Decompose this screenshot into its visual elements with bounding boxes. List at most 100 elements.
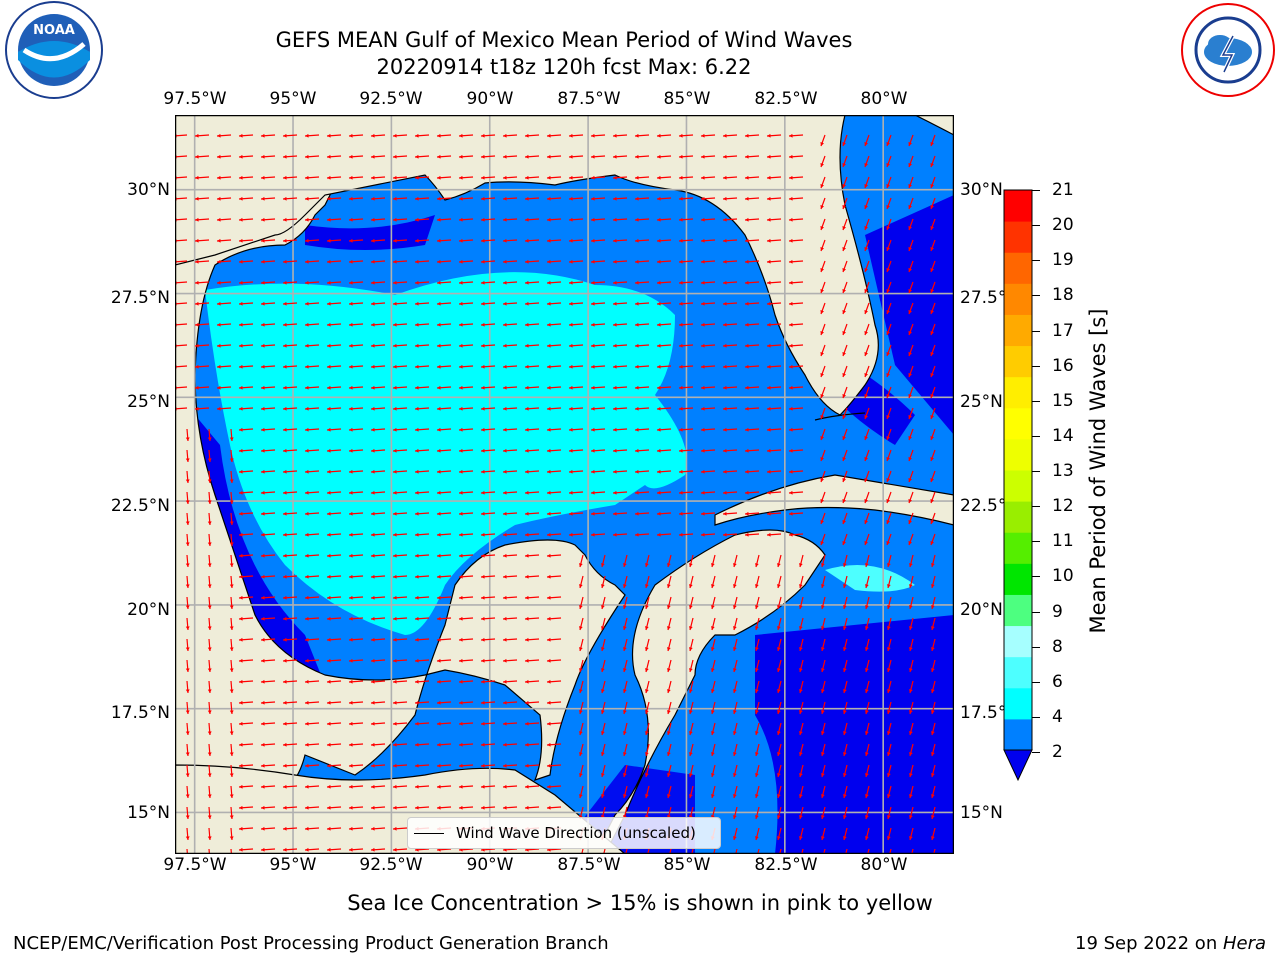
arrow-head — [635, 280, 639, 285]
arrow-head — [864, 352, 869, 356]
arrow-head — [842, 226, 847, 230]
arrow-head — [481, 154, 485, 159]
arrow-head — [327, 784, 331, 789]
arrow-head — [745, 385, 749, 390]
arrow-head — [842, 352, 847, 356]
arrow-head — [886, 373, 891, 377]
arrow-head — [459, 385, 463, 390]
arrow-head — [305, 343, 309, 348]
arrow-head — [723, 175, 727, 180]
arrow-head — [371, 322, 375, 327]
colorbar-tick-mark — [1032, 400, 1040, 402]
arrow-head — [305, 280, 309, 285]
arrow-head — [229, 815, 234, 819]
lat-tick-label: 15°N — [960, 803, 1003, 823]
arrow-head — [415, 511, 419, 516]
arrow-head — [503, 406, 507, 411]
arrow-head — [723, 322, 727, 327]
wave-direction-arrow — [889, 848, 892, 854]
arrow-head — [842, 647, 847, 651]
arrow-head — [930, 794, 935, 798]
arrow-head — [327, 175, 331, 180]
arrow-head — [745, 133, 749, 138]
arrow-head — [185, 794, 190, 798]
arrow-head — [371, 742, 375, 747]
arrow-head — [393, 301, 397, 306]
arrow-head — [239, 721, 243, 726]
arrow-head — [481, 427, 485, 432]
arrow-head — [239, 637, 243, 642]
arrow-head — [820, 752, 825, 756]
arrow-head — [239, 553, 243, 558]
arrow-head — [710, 563, 715, 567]
arrow-head — [767, 385, 771, 390]
arrow-head — [613, 259, 617, 264]
arrow-head — [437, 196, 441, 201]
arrow-head — [622, 773, 627, 777]
arrow-head — [591, 133, 595, 138]
arrow-head — [185, 605, 190, 609]
arrow-head — [481, 133, 485, 138]
arrow-head — [644, 647, 649, 651]
arrow-head — [635, 364, 639, 369]
arrow-head — [415, 679, 419, 684]
arrow-head — [789, 364, 793, 369]
arrow-head — [261, 469, 265, 474]
arrow-head — [820, 142, 825, 146]
lon-tick-label: 90°W — [466, 855, 514, 875]
arrow-head — [930, 563, 935, 567]
arrow-head — [415, 448, 419, 453]
nws-logo — [1178, 0, 1278, 100]
arrow-head — [547, 217, 551, 222]
arrow-head — [745, 364, 749, 369]
arrow-head — [437, 721, 441, 726]
arrow-head — [908, 647, 913, 651]
arrow-head — [657, 133, 661, 138]
arrow-head — [261, 721, 265, 726]
arrow-head — [327, 196, 331, 201]
arrow-head — [635, 196, 639, 201]
arrow-head — [207, 626, 212, 630]
arrow-head — [688, 689, 693, 693]
arrow-head — [305, 742, 309, 747]
arrow-head — [635, 154, 639, 159]
arrow-head — [371, 637, 375, 642]
arrow-head — [415, 196, 419, 201]
arrow-head — [349, 385, 353, 390]
arrow-head — [393, 847, 397, 852]
arrow-head — [644, 689, 649, 693]
arrow-head — [503, 805, 507, 810]
arrow-head — [393, 721, 397, 726]
arrow-head — [578, 773, 583, 777]
arrow-head — [239, 154, 243, 159]
arrow-head — [261, 826, 265, 831]
arrow-head — [688, 563, 693, 567]
arrow-head — [657, 217, 661, 222]
arrow-head — [349, 574, 353, 579]
wave-direction-arrow — [801, 848, 804, 854]
arrow-head — [239, 805, 243, 810]
arrow-head — [635, 133, 639, 138]
arrow-head — [437, 259, 441, 264]
arrow-head — [600, 605, 605, 609]
arrow-head — [657, 406, 661, 411]
arrow-head — [349, 763, 353, 768]
arrow-head — [908, 163, 913, 167]
arrow-head — [908, 436, 913, 440]
arrow-head — [820, 352, 825, 356]
arrow-head — [437, 301, 441, 306]
arrow-head — [459, 301, 463, 306]
arrow-head — [305, 658, 309, 663]
arrow-head — [547, 574, 551, 579]
arrow-head — [886, 605, 891, 609]
arrow-head — [239, 301, 243, 306]
arrow-head — [864, 142, 869, 146]
arrow-head — [283, 322, 287, 327]
arrow-head — [229, 710, 234, 714]
arrow-head — [239, 364, 243, 369]
arrow-head — [239, 343, 243, 348]
arrow-head — [622, 584, 627, 588]
arrow-head — [591, 280, 595, 285]
arrow-head — [908, 289, 913, 293]
arrow-head — [745, 490, 749, 495]
